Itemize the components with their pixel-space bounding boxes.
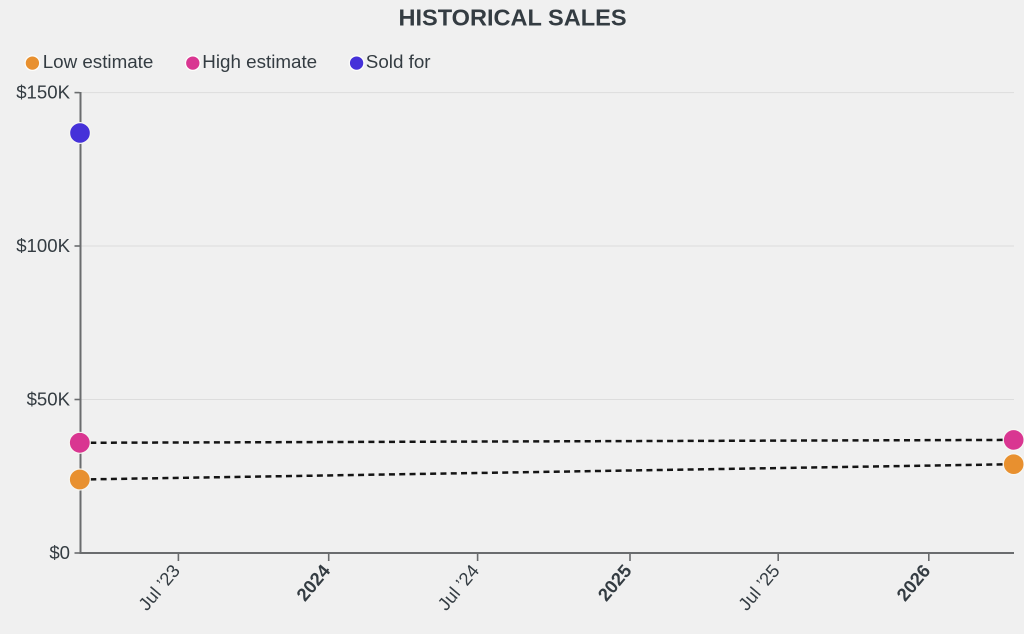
svg-text:HISTORICAL SALES: HISTORICAL SALES <box>398 5 626 31</box>
svg-text:Sold for: Sold for <box>366 51 431 72</box>
svg-text:$50K: $50K <box>27 389 71 410</box>
svg-text:$0: $0 <box>49 542 70 563</box>
svg-text:Low estimate: Low estimate <box>43 51 154 72</box>
svg-text:$150K: $150K <box>16 82 70 103</box>
svg-text:High estimate: High estimate <box>202 51 317 72</box>
svg-text:$100K: $100K <box>16 235 70 256</box>
